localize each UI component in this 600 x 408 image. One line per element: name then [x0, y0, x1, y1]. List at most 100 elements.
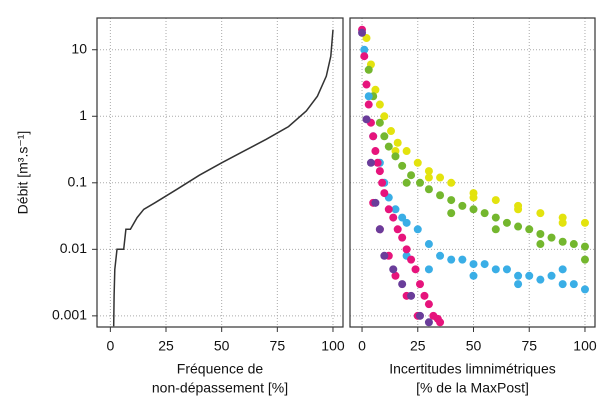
point [491, 265, 500, 274]
point [393, 225, 402, 234]
x-tick-label: 50 [466, 338, 482, 354]
point [491, 213, 500, 222]
line [112, 29, 334, 327]
y-tick-label: 0.01 [60, 240, 87, 256]
point [436, 191, 445, 200]
point [416, 178, 424, 187]
x-tick-label: 25 [158, 338, 174, 354]
point [424, 318, 433, 327]
point [469, 193, 478, 202]
x-tick-label: 75 [521, 338, 537, 354]
point [536, 209, 545, 218]
point [436, 318, 445, 327]
point [580, 218, 589, 227]
point [458, 201, 467, 210]
point [402, 178, 411, 187]
point [364, 92, 373, 101]
point [360, 45, 369, 54]
x-tick-label: 100 [573, 338, 597, 354]
frame [96, 17, 344, 328]
point [536, 240, 545, 249]
point [536, 229, 545, 238]
point [407, 291, 416, 300]
point [366, 158, 375, 167]
point [413, 158, 422, 167]
point [398, 280, 407, 289]
point [558, 237, 567, 246]
x-axis-label: non-dépassement [%] [152, 380, 288, 396]
point [424, 265, 433, 274]
point [416, 311, 424, 320]
point [514, 205, 523, 214]
point [424, 240, 433, 249]
point [384, 142, 393, 151]
point [371, 198, 380, 207]
point [580, 255, 589, 264]
point [536, 275, 545, 284]
point [371, 147, 380, 156]
point [502, 218, 511, 227]
point [375, 100, 384, 109]
x-axis-label: Fréquence de [177, 361, 264, 377]
point [398, 233, 407, 242]
point [424, 300, 433, 309]
point [436, 251, 445, 260]
point [514, 280, 523, 289]
point [436, 173, 445, 182]
point [447, 178, 456, 187]
point [389, 213, 398, 222]
y-tick-label: 0.001 [52, 307, 87, 323]
point [362, 80, 371, 89]
point [424, 185, 433, 194]
point [420, 291, 429, 300]
point [447, 209, 456, 218]
point [491, 196, 500, 205]
point [362, 34, 371, 43]
point [393, 138, 402, 147]
y-axis-label: Débit [m³.s⁻¹] [15, 131, 31, 215]
point [407, 171, 416, 180]
point [411, 265, 420, 274]
point [380, 112, 389, 121]
point [424, 173, 433, 182]
point [378, 178, 387, 187]
x-tick-label: 75 [270, 338, 286, 354]
point [369, 132, 378, 141]
x-axis-label: Incertitudes limnimétriques [389, 361, 556, 377]
point [525, 225, 534, 234]
point [375, 118, 384, 127]
point [358, 28, 367, 37]
y-tick-label: 10 [71, 40, 87, 56]
point [424, 167, 433, 176]
plot-area [112, 29, 334, 327]
point [458, 255, 467, 264]
point [398, 213, 407, 222]
point [547, 271, 556, 280]
point [389, 265, 398, 274]
point [558, 218, 567, 227]
point [514, 222, 523, 231]
y-tick-label: 1 [79, 107, 87, 123]
point [402, 245, 411, 254]
point [525, 271, 534, 280]
point [469, 260, 478, 269]
point [391, 205, 400, 214]
x-tick-label: 0 [358, 338, 366, 354]
point [375, 225, 384, 234]
point [364, 65, 373, 74]
point [380, 251, 389, 260]
point [402, 218, 411, 227]
point [375, 167, 384, 176]
frame [349, 17, 596, 328]
point [371, 85, 380, 94]
point [362, 115, 371, 124]
point [380, 132, 389, 141]
y-tick-label: 0.1 [68, 174, 88, 190]
point [398, 161, 407, 170]
point [580, 285, 589, 294]
point [416, 280, 424, 289]
point [407, 255, 416, 264]
point [447, 255, 456, 264]
point [558, 265, 567, 274]
